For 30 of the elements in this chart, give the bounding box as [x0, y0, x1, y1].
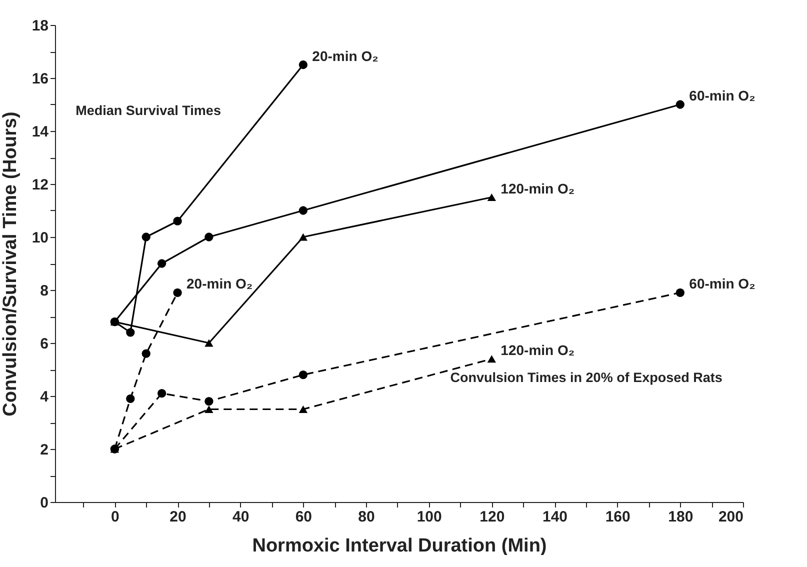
x-tick-label: 180 [668, 508, 694, 526]
y-tick-label: 8 [40, 282, 48, 300]
y-axis-title: Convulsion/Survival Time (Hours) [0, 112, 21, 416]
series-label: 120-min O₂ [500, 342, 575, 358]
series-label: 20-min O₂ [312, 48, 378, 64]
series-label: 120-min O₂ [500, 180, 575, 196]
x-tick-label: 200 [718, 508, 744, 526]
x-tick-label: 40 [232, 508, 250, 526]
annotation: Median Survival Times [76, 102, 221, 118]
x-tick-label: 20 [170, 508, 186, 526]
y-tick-label: 14 [32, 124, 50, 140]
y-tick-label: 0 [40, 494, 48, 512]
y-tick-label: 16 [32, 70, 48, 88]
series-label: 60-min O₂ [689, 276, 756, 292]
x-tick-label: 80 [358, 508, 375, 526]
x-tick-label: 100 [416, 508, 442, 526]
y-tick-label: 12 [32, 176, 48, 194]
series-label: 60-min O₂ [689, 88, 756, 104]
y-tick-label: 10 [32, 230, 48, 246]
series-label: 20-min O₂ [186, 276, 253, 292]
x-tick-label: 140 [542, 508, 568, 526]
y-tick-label: 6 [40, 336, 48, 352]
y-tick-label: 4 [40, 388, 50, 406]
y-tick-label: 2 [40, 442, 48, 458]
x-tick-label: 160 [605, 508, 630, 526]
x-tick-label: 120 [480, 508, 505, 526]
annotation: Convulsion Times in 20% of Exposed Rats [450, 370, 722, 385]
y-tick-label: 18 [32, 18, 48, 34]
x-tick-label: 60 [295, 508, 312, 526]
x-tick-label: 0 [111, 508, 120, 526]
